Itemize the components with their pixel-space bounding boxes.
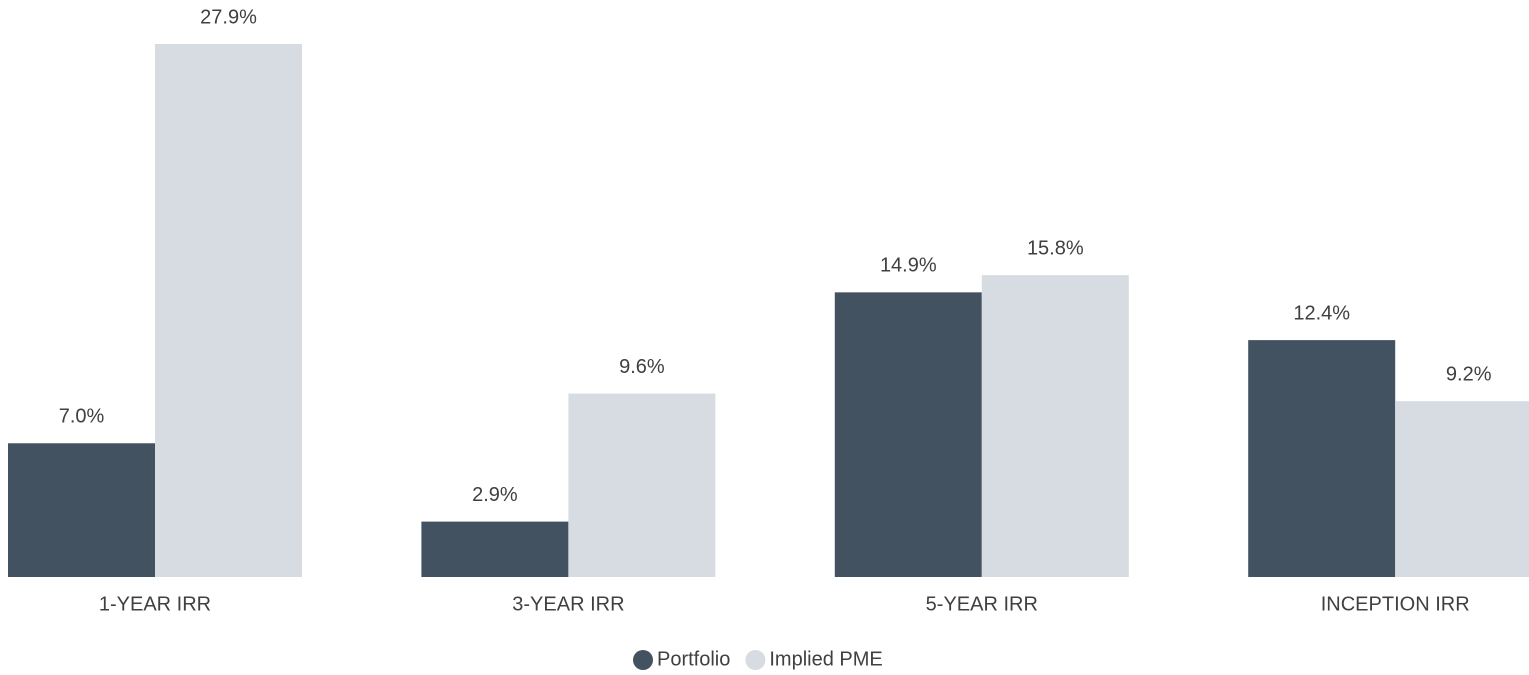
value-label: 9.2%: [1446, 364, 1492, 386]
value-label: 14.9%: [880, 255, 937, 277]
value-label: 27.9%: [200, 6, 257, 28]
bar: [834, 292, 982, 577]
x-tick-label: 3-YEAR IRR: [512, 593, 624, 615]
legend-label: Implied PME: [769, 648, 882, 670]
value-label: 9.6%: [619, 356, 665, 378]
legend-marker: [633, 650, 653, 670]
x-tick-label: 5-YEAR IRR: [926, 593, 1038, 615]
x-tick-label: 1-YEAR IRR: [99, 593, 211, 615]
bar: [981, 275, 1129, 577]
legend-label: Portfolio: [657, 648, 730, 670]
value-label: 12.4%: [1293, 302, 1350, 324]
legend-marker: [745, 650, 766, 670]
x-tick-label: INCEPTION IRR: [1321, 593, 1470, 615]
bar: [155, 44, 302, 577]
value-label: 2.9%: [472, 484, 518, 506]
bar: [1248, 340, 1396, 577]
value-label: 7.0%: [59, 406, 105, 428]
value-label: 15.8%: [1027, 237, 1084, 259]
bar: [421, 521, 569, 577]
bar: [1395, 401, 1529, 577]
bar: [568, 393, 716, 577]
bar: [8, 443, 155, 577]
